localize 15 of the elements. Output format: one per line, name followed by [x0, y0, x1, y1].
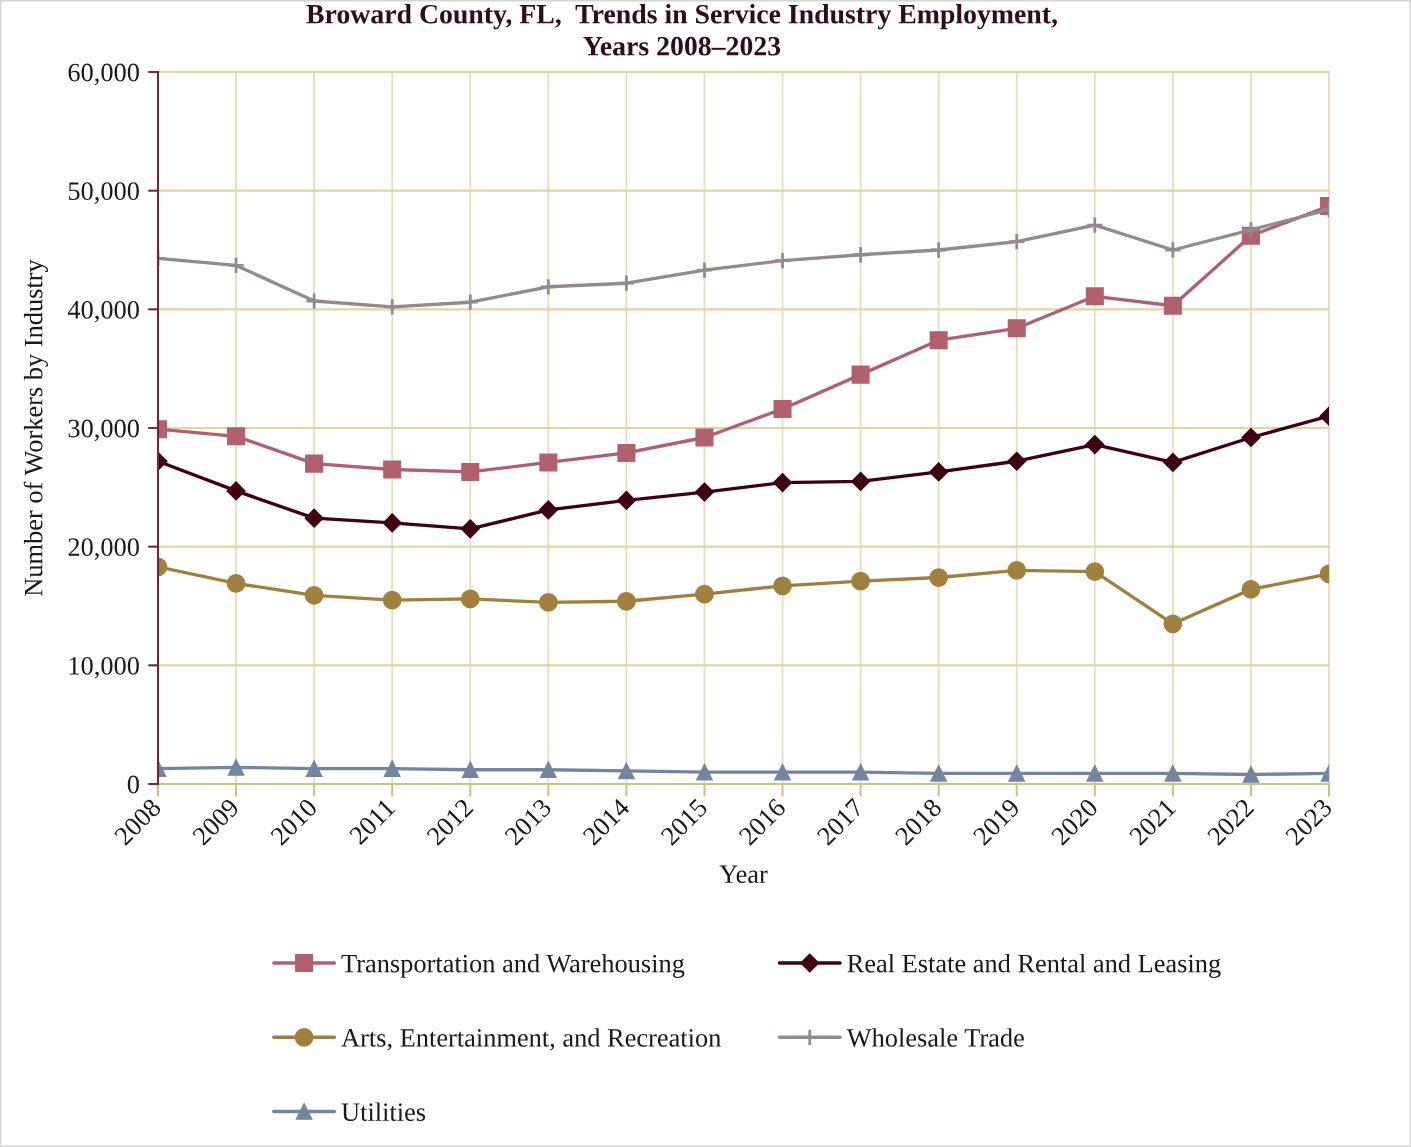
- y-tick-label: 60,000: [68, 63, 139, 86]
- legend-label: Arts, Entertainment, and Recreation: [341, 1028, 721, 1051]
- chart-title: Broward County, FL, Trends in Service Industry Employment, Years 2008–2023: [306, 4, 1057, 56]
- y-tick-label: 40,000: [67, 300, 139, 323]
- y-tick-label: 20,000: [68, 538, 139, 560]
- legend-label: Real Estate and Rental and Leasing: [847, 953, 1221, 978]
- legend-label: Utilities: [341, 1102, 426, 1122]
- y-tick-label: 10,000: [69, 656, 139, 679]
- legend-label: Wholesale Trade: [846, 1028, 1024, 1047]
- y-axis-title: Number of Workers by Industry: [23, 259, 48, 596]
- y-tick-label: 50,000: [68, 182, 139, 204]
- y-tick-label: 30,000: [68, 419, 139, 442]
- legend-label: Transportation and Warehousing: [341, 953, 685, 978]
- x-axis-title: Year: [719, 865, 768, 884]
- y-tick-label: 0: [127, 775, 139, 794]
